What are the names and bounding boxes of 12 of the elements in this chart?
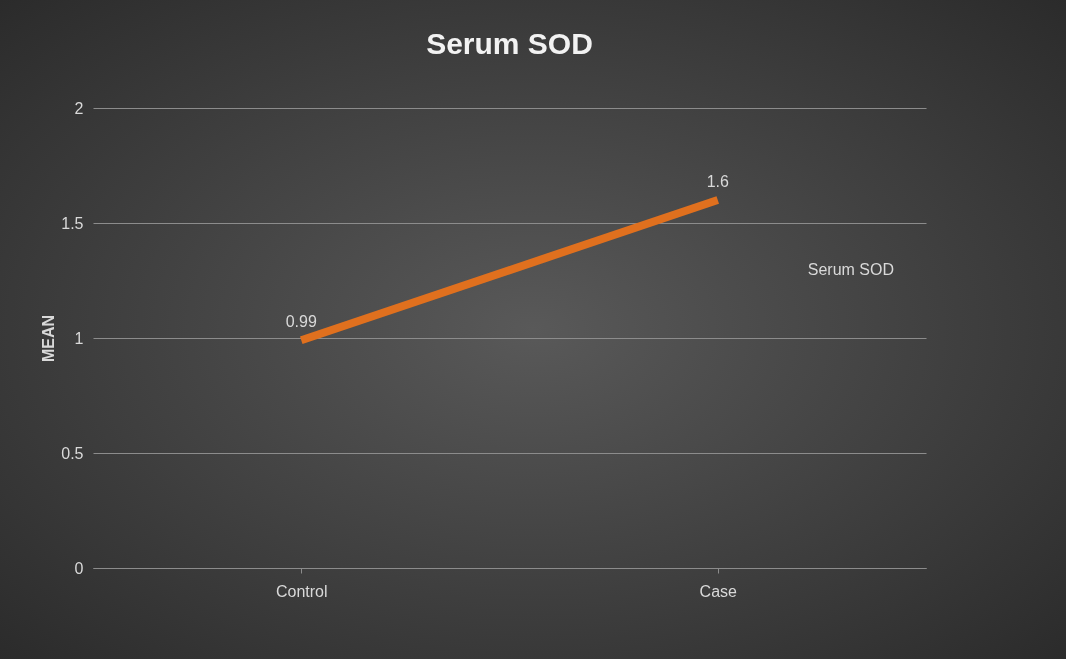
text: Serum SOD: [807, 261, 894, 278]
y-tick-label: 1.5: [61, 214, 84, 232]
x-tick-label: Case: [699, 582, 738, 600]
chart-title: Serum SOD: [426, 27, 593, 60]
x-tick-label: Control: [275, 582, 328, 600]
y-tick-label: 0: [74, 559, 84, 577]
data-label: 1.6: [706, 173, 729, 190]
y-tick-label: 0.5: [61, 444, 84, 462]
y-axis-title: MEAN: [40, 314, 58, 363]
data-label: 0.99: [285, 313, 317, 331]
y-tick-label: 1: [74, 329, 84, 347]
y-tick-label: 2: [74, 99, 84, 117]
